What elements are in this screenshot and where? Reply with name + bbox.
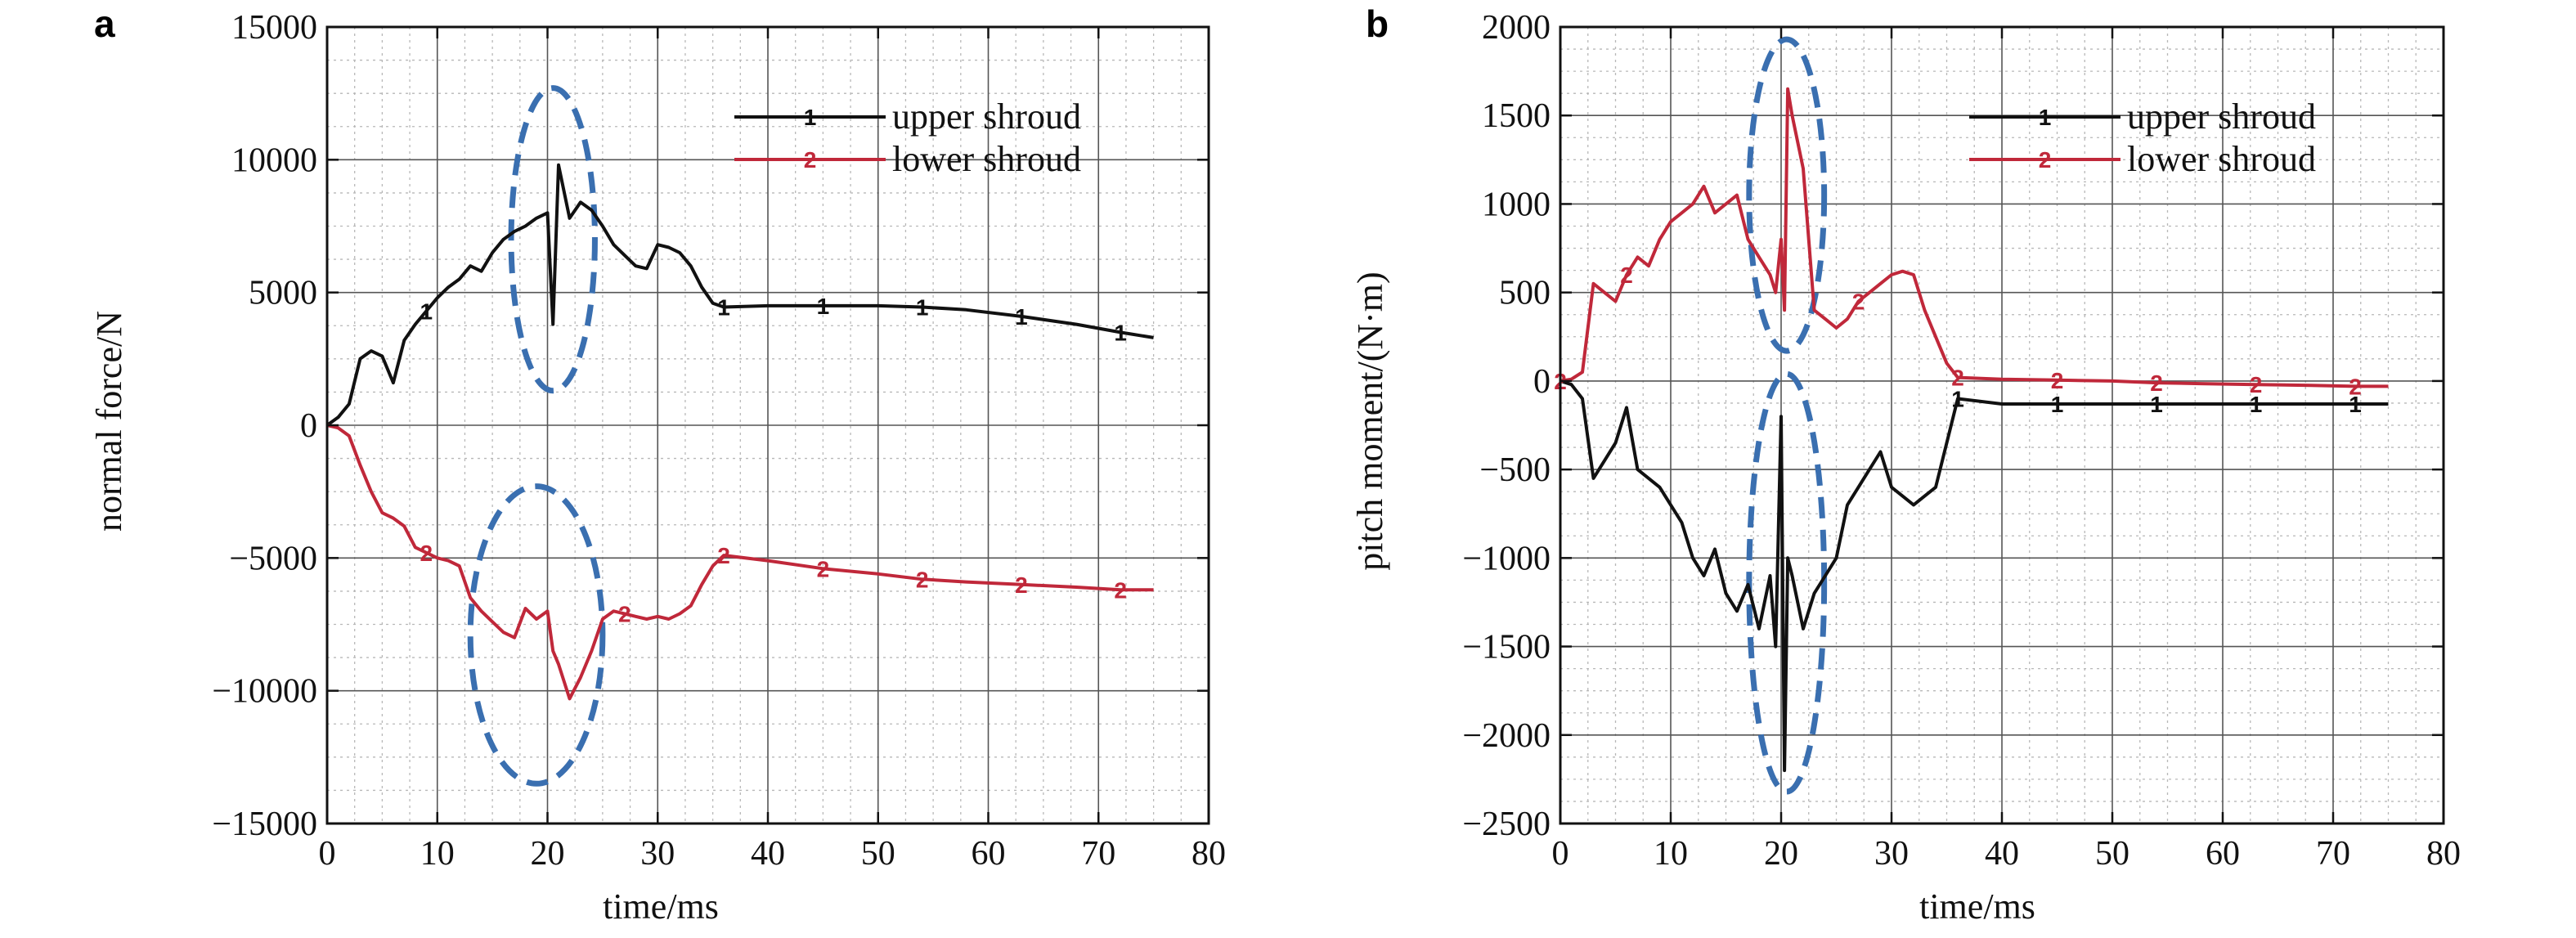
y-tick-label: 5000 <box>249 275 317 312</box>
x-tick-label: 60 <box>2206 835 2240 873</box>
series-marker-1: 1 <box>817 294 830 319</box>
legend-label-1: upper shroud <box>892 96 1081 137</box>
y-tick-label: −10000 <box>212 673 317 711</box>
y-tick-label: 1500 <box>1482 97 1551 135</box>
legend-marker-1: 1 <box>804 105 817 130</box>
x-tick-label: 80 <box>1192 835 1226 873</box>
y-tick-label: −500 <box>1479 451 1551 489</box>
series-marker-2: 2 <box>1620 263 1633 288</box>
series-line-2 <box>1560 87 2389 388</box>
x-tick-label: 70 <box>1081 835 1115 873</box>
legend-marker-2: 2 <box>804 147 817 173</box>
y-tick-label: −2500 <box>1462 806 1551 843</box>
series-marker-2: 2 <box>1852 289 1865 314</box>
x-tick-label: 50 <box>2095 835 2129 873</box>
x-tick-label: 30 <box>1874 835 1909 873</box>
series-marker-2: 2 <box>817 556 830 581</box>
y-axis-label-a: normal force/N <box>89 311 129 532</box>
y-tick-label: −1500 <box>1462 629 1551 666</box>
series-marker-2: 2 <box>2349 374 2362 399</box>
y-axis-label-b: pitch moment/(N·m) <box>1350 272 1390 570</box>
series-marker-1: 1 <box>1114 320 1127 345</box>
x-tick-label: 60 <box>972 835 1006 873</box>
series-marker-1: 1 <box>916 295 929 321</box>
tick-labels-a: 0 10 20 30 40 50 60 70 80 15000 10000 5000 0 −5000 −10… <box>212 9 1226 873</box>
x-tick-label: 50 <box>861 835 895 873</box>
plot-frame-b <box>1559 25 2445 825</box>
highlight-ellipse <box>467 483 606 787</box>
series-marker-1: 1 <box>1015 304 1028 330</box>
panel-label-b: b <box>1366 2 1389 45</box>
legend-label-1: upper shroud <box>2127 96 2316 137</box>
y-tick-label: 0 <box>1533 363 1551 401</box>
y-tick-label: 10000 <box>231 141 317 179</box>
highlight-ellipse <box>1746 36 1828 354</box>
series-marker-2: 2 <box>916 567 929 592</box>
series-marker-2: 2 <box>2250 372 2263 397</box>
series-marker-2: 2 <box>2051 368 2064 393</box>
highlight-ellipses-b <box>1746 36 1828 795</box>
x-axis-label-a: time/ms <box>603 886 719 927</box>
series-marker-2: 2 <box>1114 577 1127 603</box>
legend-marker-1: 1 <box>2039 105 2052 130</box>
x-tick-label: 70 <box>2316 835 2350 873</box>
panel-label-a: a <box>94 2 115 45</box>
x-tick-label: 10 <box>420 835 455 873</box>
x-tick-label: 0 <box>1552 835 1569 873</box>
series-marker-2: 2 <box>1015 572 1028 598</box>
series-marker-2: 2 <box>2150 370 2163 396</box>
series-marker-1: 1 <box>420 298 433 324</box>
x-tick-label: 0 <box>319 835 336 873</box>
series-line-2 <box>326 424 1154 701</box>
series-marker-1: 1 <box>2051 392 2064 417</box>
y-tick-label: −1000 <box>1462 540 1551 577</box>
highlight-ellipses-a <box>467 85 606 787</box>
legend-a: 1 upper shroud 2 lower shroud <box>734 96 1081 179</box>
y-tick-label: −2000 <box>1462 717 1551 755</box>
series-marker-1: 1 <box>2349 392 2362 417</box>
y-tick-label: −15000 <box>212 806 317 843</box>
series-line-1 <box>325 163 1154 427</box>
x-tick-label: 40 <box>1985 835 2019 873</box>
y-tick-label: −5000 <box>229 540 317 577</box>
highlight-ellipse <box>1746 370 1828 795</box>
series-marker-1: 1 <box>2150 392 2163 417</box>
x-tick-label: 30 <box>640 835 675 873</box>
series-marker-2: 2 <box>618 602 631 627</box>
series-marker-2: 2 <box>420 541 433 566</box>
x-tick-label: 10 <box>1654 835 1688 873</box>
series-line-1 <box>1560 379 2389 773</box>
x-tick-label: 80 <box>2426 835 2461 873</box>
series-markers-a: 1 1 1 1 1 1 2 2 2 2 2 2 2 <box>420 294 1127 627</box>
x-axis-label-b: time/ms <box>1919 886 2035 927</box>
tick-labels-b: 0 10 20 30 40 50 60 70 80 2000 1500 1000 500 0 −500 −10… <box>1462 9 2461 873</box>
legend-marker-2: 2 <box>2039 147 2052 173</box>
x-tick-label: 40 <box>751 835 785 873</box>
plot-frame-a <box>325 25 1210 825</box>
grid-a <box>327 27 1209 824</box>
y-tick-label: 0 <box>300 407 317 445</box>
series-marker-1: 1 <box>2250 392 2263 417</box>
series-marker-1: 1 <box>1951 387 1964 412</box>
y-tick-label: 2000 <box>1482 9 1551 47</box>
series-marker-2: 2 <box>1951 366 1964 391</box>
x-tick-label: 20 <box>1764 835 1798 873</box>
y-tick-label: 1000 <box>1482 186 1551 223</box>
series-lines-a <box>325 163 1154 701</box>
x-tick-label: 20 <box>531 835 565 873</box>
series-marker-2: 2 <box>717 543 730 568</box>
highlight-ellipse <box>508 85 598 394</box>
legend-b: 1 upper shroud 2 lower shroud <box>1969 96 2316 179</box>
y-tick-label: 15000 <box>231 9 317 47</box>
series-marker-1: 1 <box>717 295 730 321</box>
series-lines-b <box>1560 87 2389 773</box>
legend-label-2: lower shroud <box>2127 139 2316 179</box>
legend-label-2: lower shroud <box>892 139 1081 179</box>
y-tick-label: 500 <box>1499 275 1551 312</box>
